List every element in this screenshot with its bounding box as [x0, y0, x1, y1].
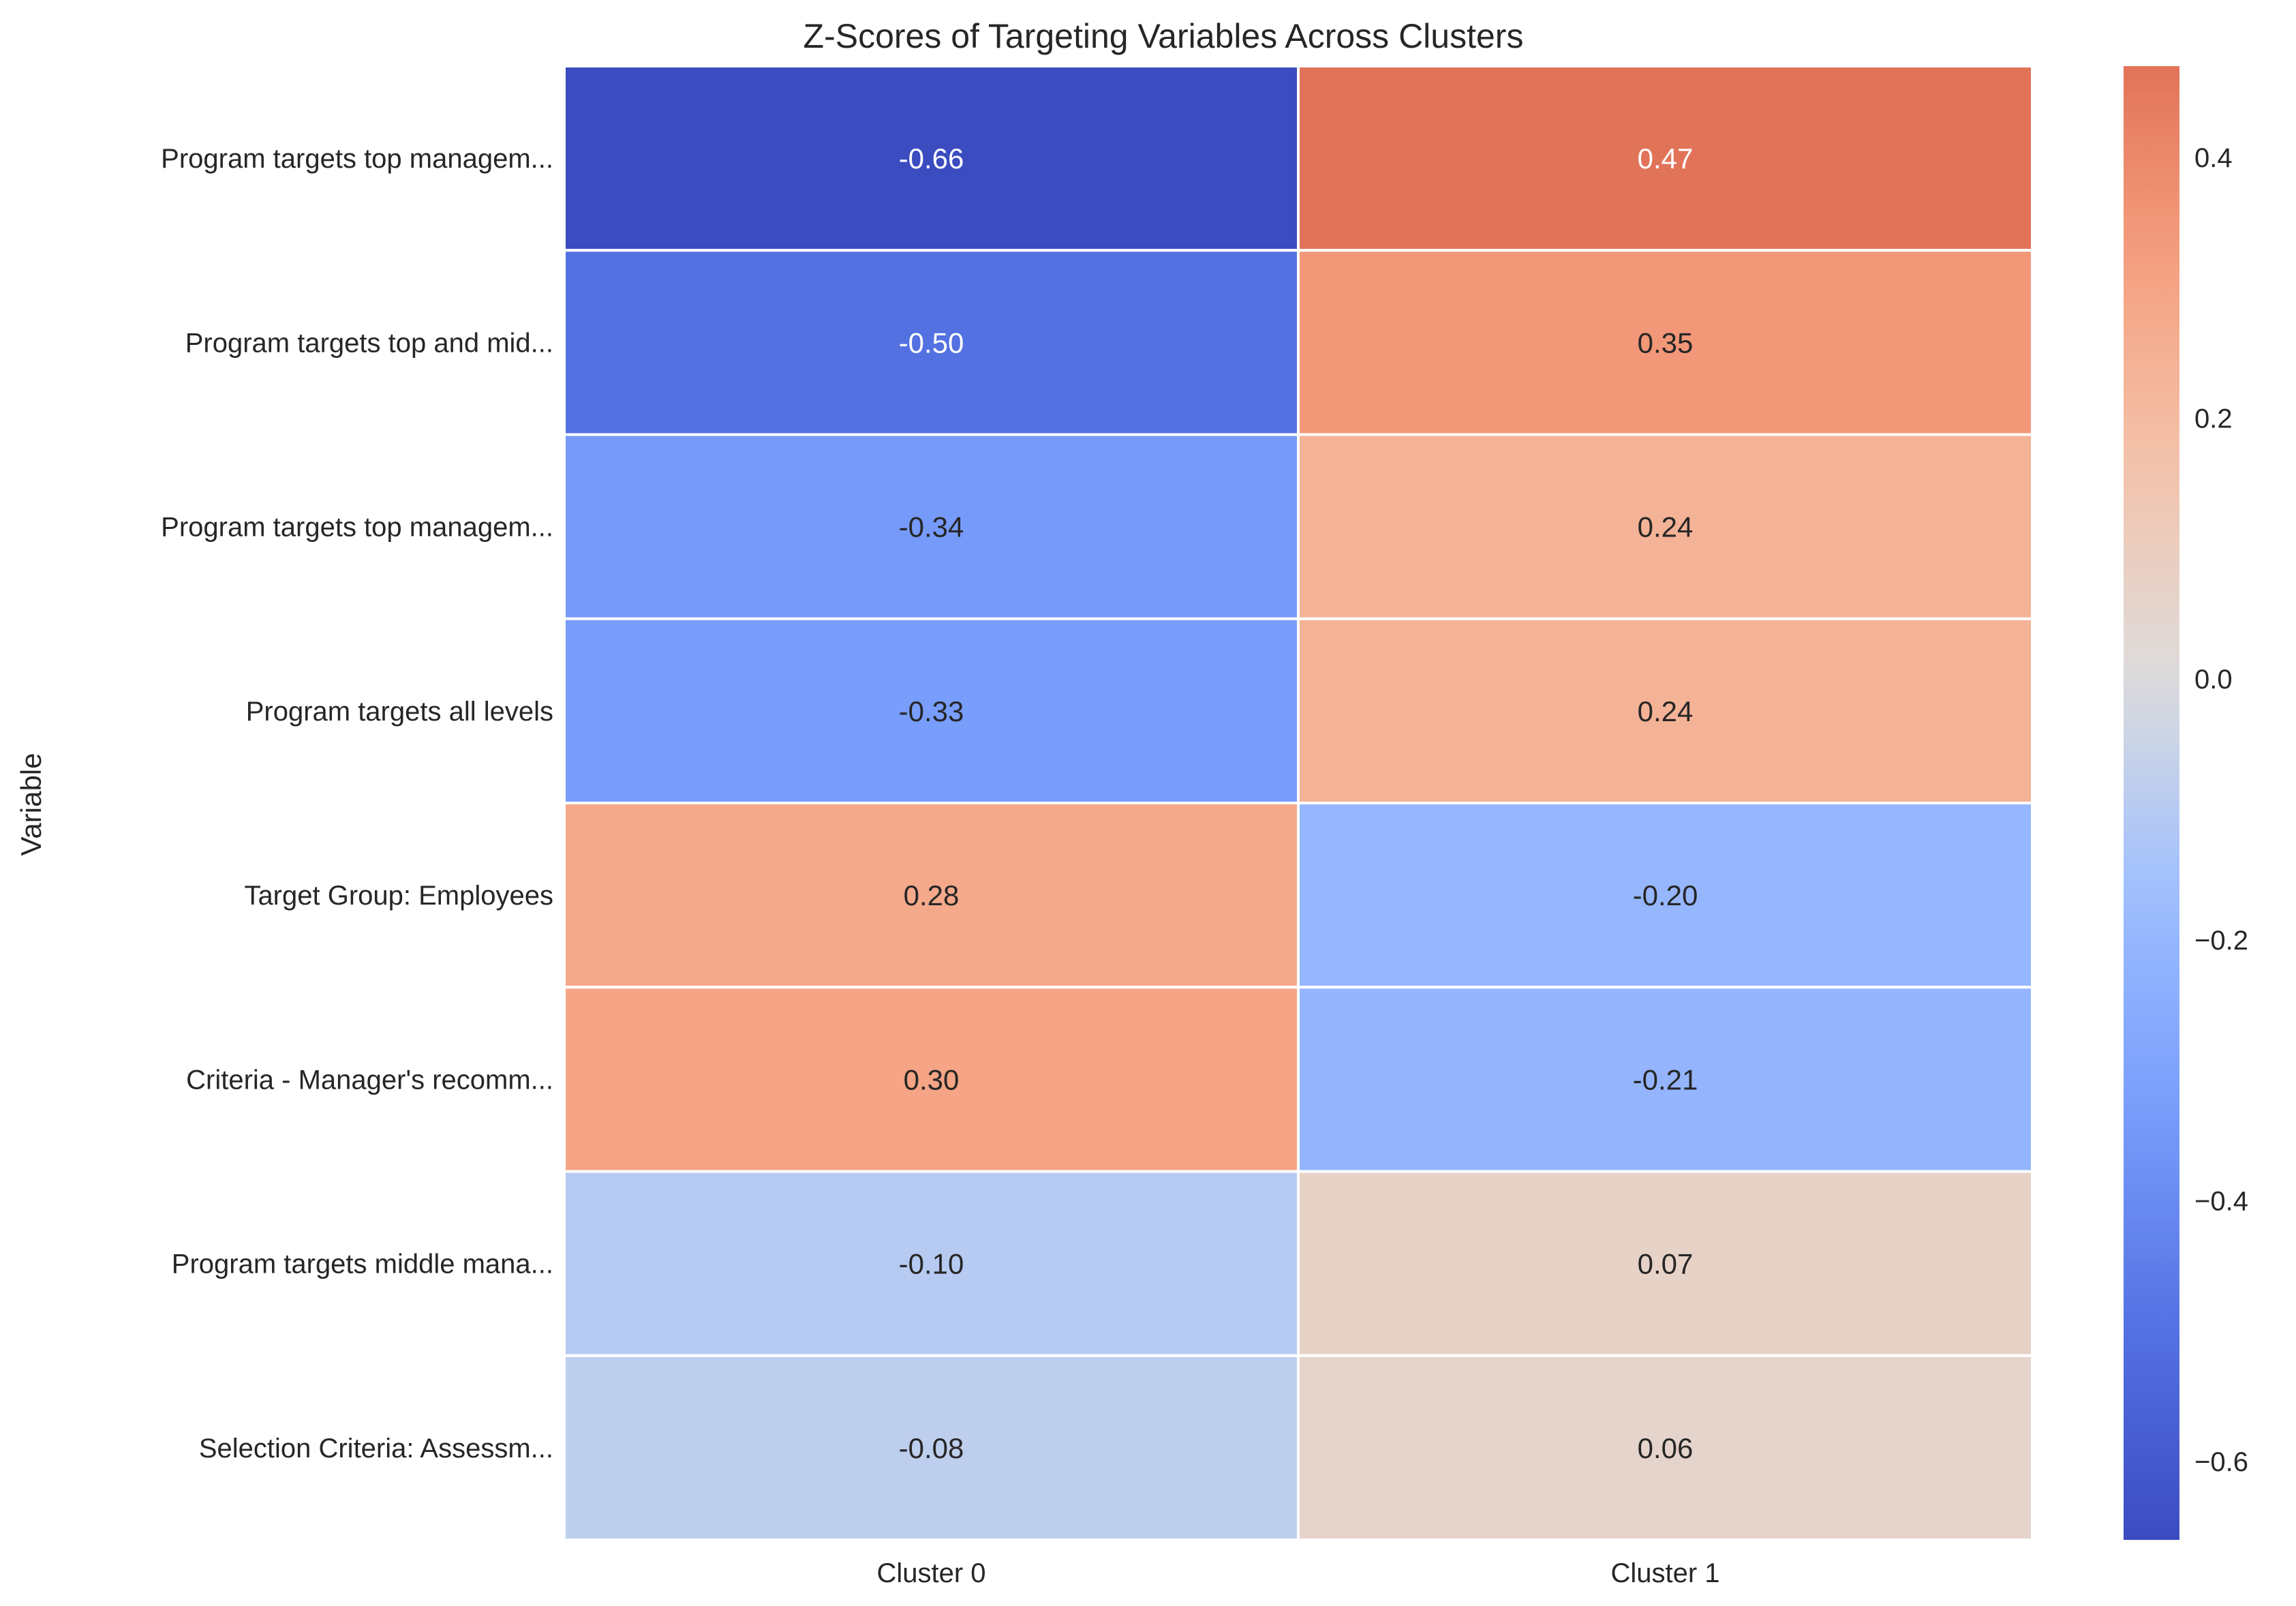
cell-value-label-r5-c1: -0.21 — [1633, 1063, 1698, 1095]
heatmap-cell-r0-c0 — [563, 65, 1300, 252]
colorbar-tick-label-5: −0.6 — [2194, 1447, 2248, 1477]
cell-value-label-r6-c0: -0.10 — [899, 1248, 964, 1280]
heatmap-cell-r1-c1 — [1297, 249, 2034, 436]
heatmap-cell-r7-c1 — [1297, 1354, 2034, 1541]
heatmap-cell-r3-c1 — [1297, 617, 2034, 804]
cell-value-label-r3-c0: -0.33 — [899, 695, 964, 727]
cell-value-label-r5-c0: 0.30 — [904, 1063, 960, 1095]
row-label-0: Program targets top managem... — [161, 144, 553, 174]
row-label-7: Selection Criteria: Assessm... — [199, 1434, 553, 1464]
colorbar-tick-label-3: −0.2 — [2194, 926, 2248, 956]
cell-value-label-r1-c0: -0.50 — [899, 327, 964, 359]
heatmap-cell-r6-c1 — [1297, 1170, 2034, 1357]
heatmap-cell-r2-c0 — [563, 433, 1300, 620]
row-label-2: Program targets top managem... — [161, 513, 553, 543]
colorbar-tick-label-4: −0.4 — [2194, 1187, 2248, 1217]
cell-value-label-r3-c1: 0.24 — [1638, 695, 1694, 727]
colorbar-tick-label-0: 0.4 — [2194, 143, 2233, 173]
cell-value-label-r2-c0: -0.34 — [899, 511, 964, 543]
colorbar: 0.4 0.2 0.0 −0.2 −0.4 −0.6 — [2124, 66, 2248, 1540]
cell-value-label-r4-c0: 0.28 — [904, 879, 960, 911]
cell-value-label-r6-c1: 0.07 — [1638, 1248, 1694, 1280]
heatmap-cell-r7-c0 — [563, 1354, 1300, 1541]
cell-value-label-r4-c1: -0.20 — [1633, 879, 1698, 911]
cell-value-label-r1-c1: 0.35 — [1638, 327, 1694, 359]
cell-value-label-r2-c1: 0.24 — [1638, 511, 1694, 543]
row-tick-labels: Program targets top managem... Program ta… — [161, 144, 553, 1464]
column-tick-labels: Cluster 0 Cluster 1 — [876, 1558, 1719, 1588]
heatmap-cell-r2-c1 — [1297, 433, 2034, 620]
heatmap-cell-r5-c1 — [1297, 986, 2034, 1173]
heatmap-cell-r6-c0 — [563, 1170, 1300, 1357]
y-axis-label: Variable — [15, 753, 47, 856]
heatmap-cells — [563, 65, 2034, 1541]
row-label-4: Target Group: Employees — [244, 881, 553, 911]
colorbar-gradient — [2124, 66, 2179, 1540]
column-label-1: Cluster 1 — [1610, 1558, 1719, 1588]
cell-value-label-r0-c1: 0.47 — [1638, 142, 1694, 175]
row-label-6: Program targets middle mana... — [172, 1249, 553, 1279]
heatmap-cell-r0-c1 — [1297, 65, 2034, 252]
row-label-5: Criteria - Manager's recomm... — [186, 1065, 553, 1095]
colorbar-tick-label-2: 0.0 — [2194, 665, 2233, 695]
colorbar-tick-label-1: 0.2 — [2194, 404, 2233, 434]
chart-title: Z-Scores of Targeting Variables Across C… — [803, 17, 1524, 55]
colorbar-ticks: 0.4 0.2 0.0 −0.2 −0.4 −0.6 — [2194, 143, 2248, 1477]
heatmap-cell-labels: -0.66 0.47 -0.50 0.35 -0.34 0.24 -0.33 0.24 0.28… — [899, 142, 1698, 1464]
cell-value-label-r7-c0: -0.08 — [899, 1432, 964, 1464]
row-label-1: Program targets top and mid... — [185, 328, 553, 358]
heatmap-cell-r4-c1 — [1297, 802, 2034, 989]
column-label-0: Cluster 0 — [876, 1558, 985, 1588]
cell-value-label-r7-c1: 0.06 — [1638, 1432, 1694, 1464]
row-label-3: Program targets all levels — [246, 697, 553, 727]
heatmap-cell-r1-c0 — [563, 249, 1300, 436]
cell-value-label-r0-c0: -0.66 — [899, 142, 964, 175]
